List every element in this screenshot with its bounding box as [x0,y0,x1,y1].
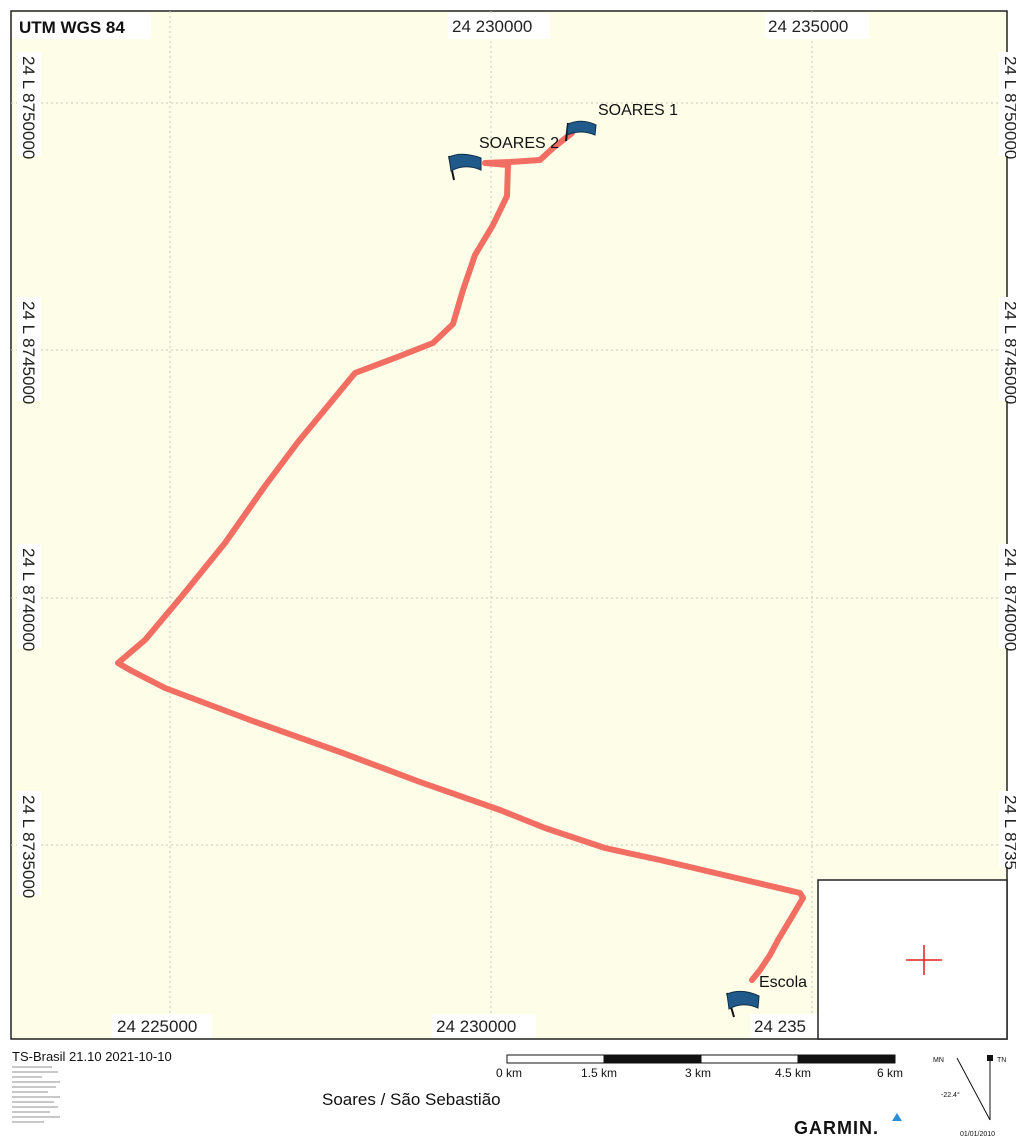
easting-label-bottom-235: 24 235 [754,1017,806,1036]
blue-flag-icon [565,120,597,142]
map-title: Soares / São Sebastião [322,1090,501,1109]
waypoint-label-soares-1: SOARES 1 [598,102,678,119]
garmin-triangle-icon [892,1113,902,1121]
gps-track[interactable] [115,130,806,983]
svg-text:24 L 8740000: 24 L 8740000 [19,548,38,651]
garmin-logo: GARMIN. [794,1118,879,1138]
northing-label-right-8745000: 24 L 8745000 [999,297,1016,404]
svg-text:24 L 8735: 24 L 8735 [1001,795,1016,870]
waypoint-label-soares-2: SOARES 2 [479,135,559,152]
blue-flag-icon [726,990,760,1018]
waypoint-soares-2[interactable] [448,153,482,181]
northing-label-left-8735000: 24 L 8735000 [17,791,41,898]
mn-label: MN [933,1057,944,1064]
easting-label-top-bg [448,13,550,39]
northing-label-right-8750000: 24 L 8750000 [999,52,1016,159]
legal-notice [12,1066,60,1126]
product-version: TS-Brasil 21.10 2021-10-10 [12,1049,172,1064]
easting-label-top-235000: 24 235000 [768,17,848,36]
true-north-marker-icon [987,1055,993,1061]
northing-label-left-8745000: 24 L 8745000 [17,297,41,404]
easting-label-bottom-bg [112,1014,212,1038]
overview-inset[interactable] [817,879,1008,1040]
svg-text:24 L 8745000: 24 L 8745000 [19,301,38,404]
crs-label: UTM WGS 84 [19,18,125,37]
northing-label-right-8740000: 24 L 8740000 [999,544,1016,651]
svg-text:24 L 8735000: 24 L 8735000 [19,795,38,898]
crs-label-bg [13,13,151,39]
northing-label-left-8740000: 24 L 8740000 [17,544,41,651]
northing-label-left-8750000: 24 L 8750000 [17,52,41,159]
scale-label-2: 3 km [685,1066,711,1080]
scale-label-1: 1.5 km [581,1066,617,1080]
waypoint-escola[interactable] [726,990,760,1018]
crosshair-icon [906,945,942,975]
blue-flag-icon [448,153,482,181]
waypoint-soares-1[interactable] [565,120,597,142]
northing-label-right-8735: 24 L 8735 [999,791,1016,870]
easting-label-top-230000: 24 230000 [452,17,532,36]
scale-bar: 0 km 1.5 km 3 km 4.5 km 6 km [496,1054,903,1080]
scale-label-0: 0 km [496,1066,522,1080]
svg-text:24 L 8750000: 24 L 8750000 [19,56,38,159]
scale-label-4: 6 km [877,1066,903,1080]
svg-text:24 L 8750000: 24 L 8750000 [1001,56,1016,159]
waypoint-label-escola: Escola [759,974,807,991]
tn-label: TN [997,1057,1006,1064]
scale-label-3: 4.5 km [775,1066,811,1080]
declination-diagram: MN TN -22.4° 01/01/2010 [933,1055,1006,1138]
easting-label-bottom-230000: 24 230000 [436,1017,516,1036]
easting-label-bottom-bg [432,1014,536,1038]
easting-label-bottom-225000: 24 225000 [117,1017,197,1036]
svg-text:24 L 8740000: 24 L 8740000 [1001,548,1016,651]
easting-label-bottom-bg [750,1014,818,1038]
declination-date: 01/01/2010 [960,1131,995,1138]
svg-text:24 L 8745000: 24 L 8745000 [1001,301,1016,404]
easting-label-top-bg [765,13,869,39]
declination-angle: -22.4° [941,1091,960,1099]
